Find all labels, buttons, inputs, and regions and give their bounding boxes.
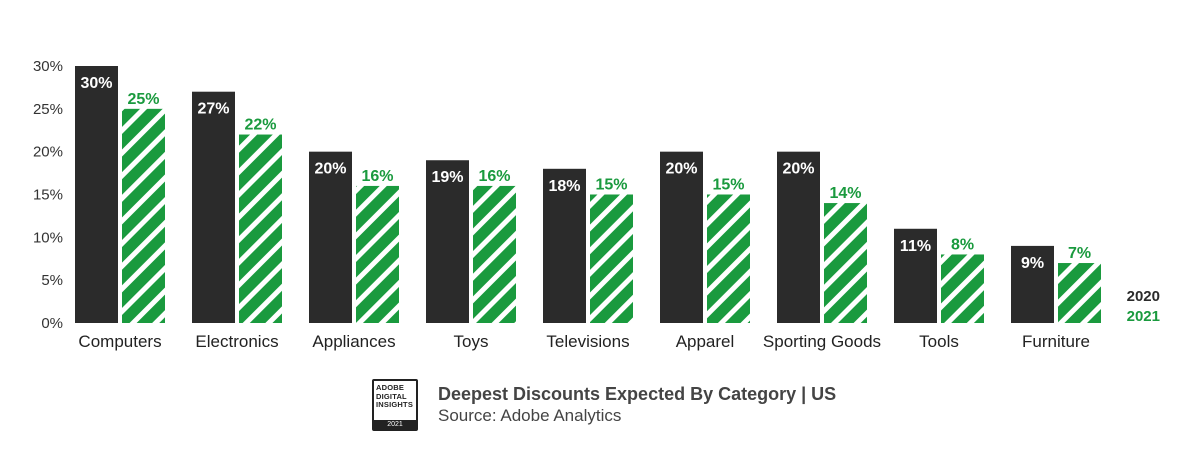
bar-2020 xyxy=(543,168,586,323)
data-label-2020: 18% xyxy=(548,178,580,195)
y-tick-label: 5% xyxy=(41,272,63,289)
data-label-2020: 20% xyxy=(314,161,346,178)
chart-source: Source: Adobe Analytics xyxy=(438,406,622,425)
bar-2020 xyxy=(192,91,235,323)
data-label-2020: 11% xyxy=(900,238,931,255)
bar-2021 xyxy=(473,185,516,323)
y-axis: 0% 5% 10% 15% 20% 25% 30% xyxy=(33,58,63,332)
data-label-2021: 7% xyxy=(1068,245,1091,262)
data-label-2020: 20% xyxy=(665,161,697,178)
adobe-digital-insights-badge: ADOBE DIGITAL INSIGHTS 2021 xyxy=(372,379,418,431)
category-label: Computers xyxy=(78,332,161,351)
y-tick-label: 20% xyxy=(33,144,63,161)
bar-2020 xyxy=(75,66,118,323)
badge-line-1: ADOBE xyxy=(376,383,405,392)
data-labels: 30% 25% 27% 22% 20% 16% 19% 16% 18% 15% 20% 15% 20% 1… xyxy=(80,75,1091,272)
bars xyxy=(75,66,1101,323)
data-label-2021: 16% xyxy=(361,168,393,185)
y-tick-label: 15% xyxy=(33,187,63,204)
category-label: Electronics xyxy=(195,332,278,351)
legend: 2020 2021 xyxy=(1127,288,1160,325)
data-label-2021: 25% xyxy=(127,91,159,108)
badge-line-3: INSIGHTS xyxy=(376,400,414,409)
category-label: Appliances xyxy=(312,332,395,351)
category-labels: Computers Electronics Appliances Toys Televi… xyxy=(78,332,1090,351)
bar-2020 xyxy=(309,151,352,323)
bar-2021 xyxy=(707,194,750,323)
y-tick-label: 25% xyxy=(33,101,63,118)
category-label: Televisions xyxy=(546,332,629,351)
data-label-2020: 9% xyxy=(1021,255,1044,272)
bar-2020 xyxy=(426,160,469,323)
category-label: Tools xyxy=(919,332,959,351)
bar-2021 xyxy=(122,108,165,323)
badge-line-2: DIGITAL xyxy=(376,391,407,401)
chart-title: Deepest Discounts Expected By Category |… xyxy=(438,384,837,404)
y-tick-label: 30% xyxy=(33,58,63,75)
y-tick-label: 0% xyxy=(41,315,63,332)
data-label-2021: 8% xyxy=(951,236,974,253)
data-label-2021: 15% xyxy=(712,177,744,194)
data-label-2021: 15% xyxy=(595,177,627,194)
legend-entry-2020: 2020 xyxy=(1127,288,1160,305)
bar-2021 xyxy=(590,194,633,323)
y-tick-label: 10% xyxy=(33,229,63,246)
bar-2021 xyxy=(356,185,399,323)
legend-entry-2021: 2021 xyxy=(1127,308,1160,325)
bar-2020 xyxy=(894,228,937,323)
data-label-2021: 16% xyxy=(478,168,510,185)
data-label-2020: 27% xyxy=(197,101,229,118)
data-label-2020: 19% xyxy=(431,169,463,186)
data-label-2020: 20% xyxy=(782,161,814,178)
bar-2021 xyxy=(824,203,867,323)
badge-year: 2021 xyxy=(374,420,416,429)
bar-2020 xyxy=(1011,245,1054,323)
bar-2021 xyxy=(941,254,984,323)
category-label: Furniture xyxy=(1022,332,1090,351)
bar-2021 xyxy=(239,134,282,323)
category-label: Toys xyxy=(454,332,489,351)
bar-2020 xyxy=(777,151,820,323)
bar-2020 xyxy=(660,151,703,323)
data-label-2021: 22% xyxy=(244,117,276,134)
category-label: Sporting Goods xyxy=(763,332,881,351)
category-label: Apparel xyxy=(676,332,735,351)
chart-footer: ADOBE DIGITAL INSIGHTS 2021 Deepest Disc… xyxy=(372,378,836,432)
bar-2021 xyxy=(1058,263,1101,323)
data-label-2020: 30% xyxy=(80,75,112,92)
data-label-2021: 14% xyxy=(829,185,861,202)
